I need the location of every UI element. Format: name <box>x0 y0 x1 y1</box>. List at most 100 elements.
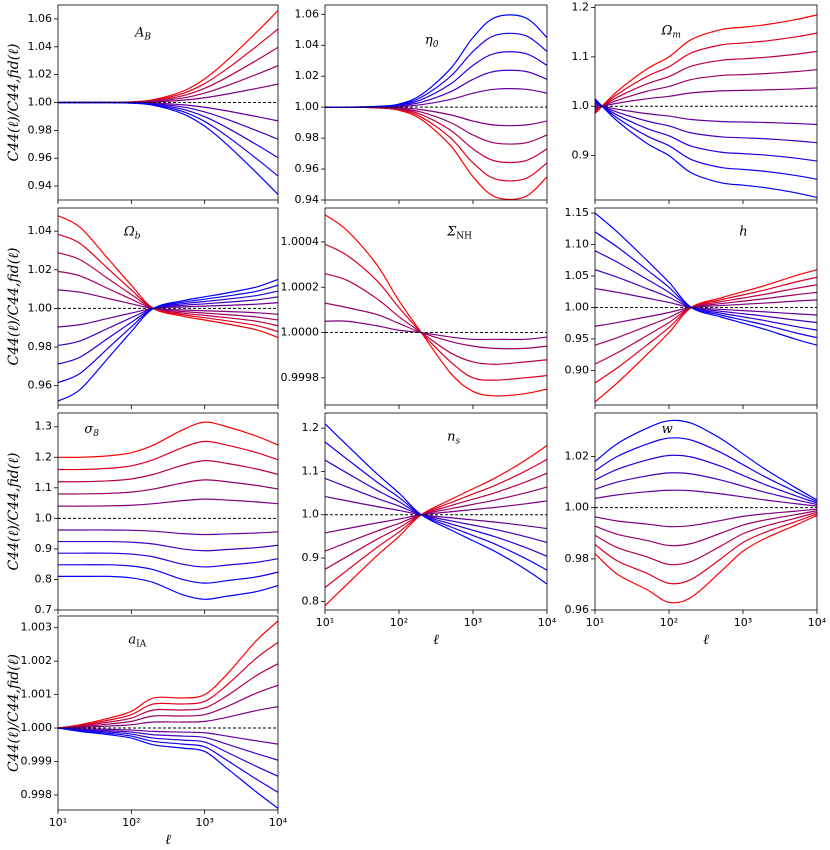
line-series <box>595 212 817 346</box>
parameter-subscript: m <box>672 30 681 40</box>
line-series <box>58 727 278 809</box>
parameter-symbol: A <box>134 25 144 40</box>
y-tick-label: 0.96 <box>28 379 53 392</box>
y-tick-label: 1.000 <box>21 721 53 734</box>
parameter-label: aIA <box>128 632 146 649</box>
panel: 0.7 0.8 0.9 1.0 1.1 1.2 1.3 σ8 C44(ℓ)/C44,fid(ℓ) <box>6 412 279 616</box>
y-tick-label: 1.0 <box>572 99 590 112</box>
axes-frame <box>594 207 818 406</box>
parameter-label: w <box>662 421 673 436</box>
line-series <box>595 102 817 144</box>
line-series <box>58 564 278 584</box>
y-tick-label: 1.1 <box>35 481 53 494</box>
line-series <box>595 87 817 109</box>
line-series <box>595 489 817 507</box>
y-tick-label: 0.9 <box>35 542 53 555</box>
y-tick-label: 1.10 <box>565 238 590 251</box>
line-series <box>595 250 817 331</box>
y-tick-label: 1.00 <box>28 301 53 314</box>
x-axis-label: ℓ <box>165 832 171 848</box>
y-tick-label: 1.06 <box>295 7 320 20</box>
y-tick-label: 0.98 <box>295 131 320 144</box>
line-series <box>58 421 278 458</box>
line-series <box>325 459 547 557</box>
line-series <box>58 641 278 729</box>
axes-frame <box>57 615 279 811</box>
y-tick-label: 1.02 <box>565 449 590 462</box>
line-series <box>595 231 817 339</box>
line-series <box>58 479 278 495</box>
line-series <box>595 14 817 115</box>
line-series <box>325 458 547 588</box>
line-series <box>595 276 817 384</box>
parameter-label: σ8 <box>84 421 99 438</box>
line-series <box>595 454 817 504</box>
parameter-subscript: NH <box>456 231 472 241</box>
y-axis-label: C44(ℓ)/C44,fid(ℓ) <box>6 654 22 772</box>
parameter-symbol: w <box>662 421 673 436</box>
line-series <box>58 440 278 471</box>
parameter-symbol: η <box>425 33 433 48</box>
line-series <box>58 290 278 365</box>
line-series <box>595 269 817 324</box>
parameter-label: Ωb <box>123 224 141 241</box>
y-tick-label: 1.05 <box>565 269 590 282</box>
line-series <box>595 269 817 403</box>
y-tick-label: 1.0002 <box>281 280 320 293</box>
line-series <box>325 243 547 381</box>
y-tick-label: 1.00 <box>565 501 590 514</box>
x-axis-label: ℓ <box>433 632 439 648</box>
line-series <box>58 727 278 777</box>
parameter-subscript: IA <box>136 639 147 649</box>
line-series <box>58 540 278 552</box>
line-series <box>58 575 278 600</box>
parameter-subscript: 8 <box>93 428 99 438</box>
line-series <box>325 500 547 534</box>
axes-frame <box>57 412 279 611</box>
parameter-label: ns <box>447 429 460 446</box>
line-series <box>58 278 278 402</box>
panel: 0.8 0.9 1.0 1.1 1.2 10¹ 10² 10³ 10⁴ ns ℓ <box>302 412 557 648</box>
axes-frame <box>594 4 818 201</box>
line-series <box>325 441 547 571</box>
axes-frame <box>324 207 548 406</box>
y-tick-label: 1.0000 <box>281 326 320 339</box>
axes-frame <box>594 412 818 611</box>
parameter-subscript: 0 <box>433 40 439 50</box>
line-series <box>595 69 817 110</box>
x-tick-label: 10¹ <box>316 616 334 629</box>
line-series <box>595 101 817 162</box>
parameter-label: ΣNH <box>446 224 472 241</box>
y-tick-label: 1.003 <box>21 621 53 634</box>
parameter-subscript: b <box>135 231 141 241</box>
x-tick-label: 10² <box>660 616 678 629</box>
line-series <box>325 472 547 570</box>
parameter-symbol: n <box>447 429 455 444</box>
line-series <box>595 472 817 506</box>
line-series <box>58 620 278 729</box>
y-tick-label: 0.96 <box>565 603 590 616</box>
y-tick-label: 1.02 <box>28 263 53 276</box>
plot-area <box>325 208 547 405</box>
line-series <box>595 50 817 112</box>
line-series <box>595 287 817 316</box>
y-tick-label: 1.02 <box>295 69 320 82</box>
line-series <box>595 99 817 180</box>
line-series <box>595 513 817 585</box>
parameter-symbol: h <box>739 224 747 239</box>
y-tick-label: 1.0004 <box>281 235 320 248</box>
parameter-symbol: σ <box>84 421 94 436</box>
y-tick-label: 1.3 <box>35 420 53 433</box>
y-tick-label: 1.00 <box>565 300 590 313</box>
parameter-symbol: Ω <box>123 224 135 239</box>
line-series <box>595 104 817 126</box>
parameter-symbol: Σ <box>446 224 457 239</box>
line-series <box>58 727 278 745</box>
parameter-label: Ωm <box>661 23 681 40</box>
x-tick-label: 10² <box>390 616 408 629</box>
panel: 0.94 0.96 0.98 1.00 1.02 1.04 1.06 η0 <box>295 4 548 206</box>
line-series <box>595 511 817 566</box>
parameter-symbol: Ω <box>661 23 673 38</box>
x-tick-label: 10⁴ <box>269 816 288 829</box>
y-tick-label: 0.998 <box>21 788 53 801</box>
